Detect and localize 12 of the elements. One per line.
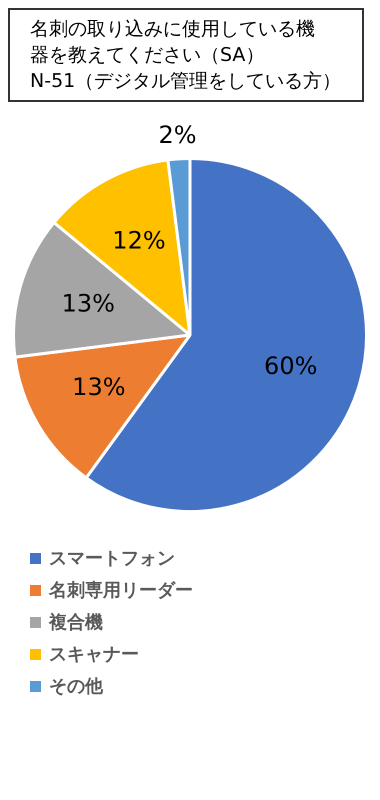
data-label: 12% bbox=[112, 226, 166, 254]
legend-label: スキャナー bbox=[49, 643, 139, 666]
data-label: 13% bbox=[62, 290, 115, 318]
data-label: 60% bbox=[264, 352, 318, 380]
legend-label: スマートフォン bbox=[49, 547, 175, 570]
legend-label: 複合機 bbox=[49, 611, 103, 634]
legend-label: 名刺専用リーダー bbox=[49, 579, 193, 602]
data-label: 13% bbox=[72, 373, 126, 402]
chart-subtitle: N-51（デジタル管理をしている方） bbox=[30, 69, 342, 94]
chart-title: 名刺の取り込みに使用している機器を教えてください（SA） bbox=[30, 17, 316, 68]
data-label: 2% bbox=[158, 121, 197, 150]
legend-label: その他 bbox=[49, 675, 103, 698]
